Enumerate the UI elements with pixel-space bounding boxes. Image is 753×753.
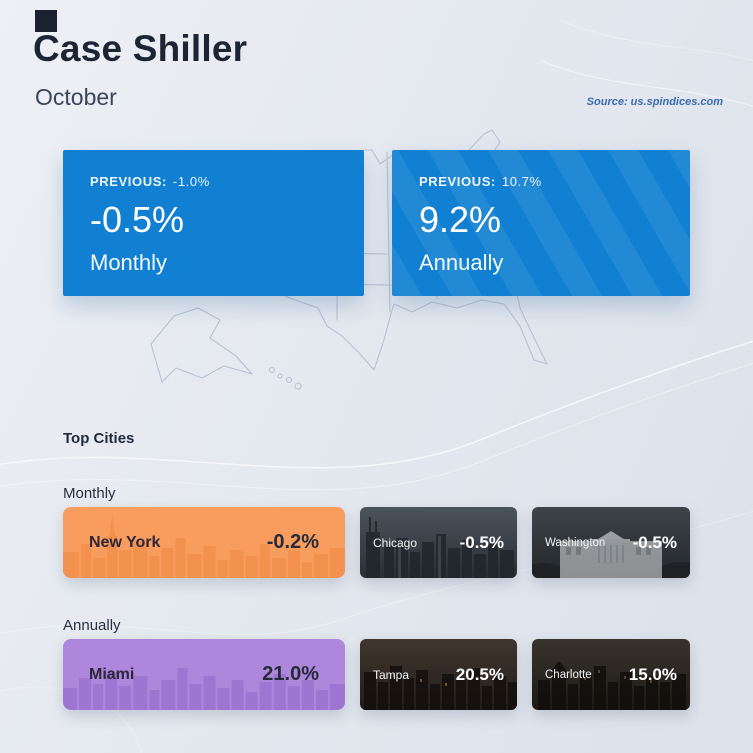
monthly-current-value: -0.5% bbox=[90, 199, 185, 240]
city-card-new-york: New York -0.2% bbox=[63, 507, 345, 578]
city-value: 21.0% bbox=[262, 663, 319, 685]
previous-label: PREVIOUS: bbox=[419, 174, 496, 189]
city-name: Charlotte bbox=[545, 668, 592, 681]
city-value: 20.5% bbox=[455, 664, 504, 684]
monthly-period-label: Monthly bbox=[90, 250, 168, 275]
city-value: 15.0% bbox=[628, 664, 677, 684]
previous-line: PREVIOUS: 10.7% bbox=[419, 174, 690, 189]
miami-skyline-graphic bbox=[63, 668, 345, 710]
previous-line: PREVIOUS: -1.0% bbox=[90, 174, 364, 189]
city-name: Washington bbox=[545, 536, 606, 549]
summary-card-annually: PREVIOUS: 10.7% 9.2% Annually bbox=[392, 150, 690, 296]
new-york-skyline-graphic bbox=[63, 515, 345, 578]
annual-current-value: 9.2% bbox=[419, 199, 502, 240]
annual-period-label: Annually bbox=[419, 250, 504, 275]
source-attribution-link[interactable]: Source: us.spindices.com bbox=[586, 96, 723, 108]
previous-value: -1.0% bbox=[172, 174, 210, 189]
city-card-tampa: Tampa 20.5% bbox=[360, 639, 517, 710]
city-value: -0.2% bbox=[266, 531, 319, 553]
city-name: Miami bbox=[89, 665, 135, 683]
monthly-section-label: Monthly bbox=[63, 485, 116, 502]
city-value: -0.5% bbox=[459, 532, 504, 552]
annually-section-label: Annually bbox=[63, 617, 121, 634]
city-name: Chicago bbox=[373, 535, 418, 550]
previous-value: 10.7% bbox=[501, 174, 542, 189]
city-card-miami: Miami 21.0% bbox=[63, 639, 345, 710]
tampa-photo-graphic bbox=[364, 666, 517, 710]
city-name: New York bbox=[89, 533, 161, 551]
page-title: Case Shiller bbox=[33, 28, 248, 69]
city-card-charlotte: Charlotte 15.0% bbox=[532, 639, 690, 710]
charlotte-photo-graphic bbox=[538, 661, 686, 710]
city-name: Tampa bbox=[373, 667, 410, 682]
card-stripe-decoration bbox=[392, 150, 690, 296]
city-card-washington: Washington -0.5% bbox=[532, 507, 690, 578]
city-value: -0.5% bbox=[632, 532, 677, 552]
chicago-photo-graphic bbox=[366, 517, 514, 578]
logo-mark bbox=[35, 10, 57, 32]
city-card-chicago: Chicago -0.5% bbox=[360, 507, 517, 578]
washington-white-house-graphic bbox=[532, 531, 690, 578]
top-cities-heading: Top Cities bbox=[63, 430, 135, 447]
previous-label: PREVIOUS: bbox=[90, 174, 167, 189]
summary-card-monthly: PREVIOUS: -1.0% -0.5% Monthly bbox=[63, 150, 364, 296]
subtitle-month: October bbox=[35, 84, 117, 110]
